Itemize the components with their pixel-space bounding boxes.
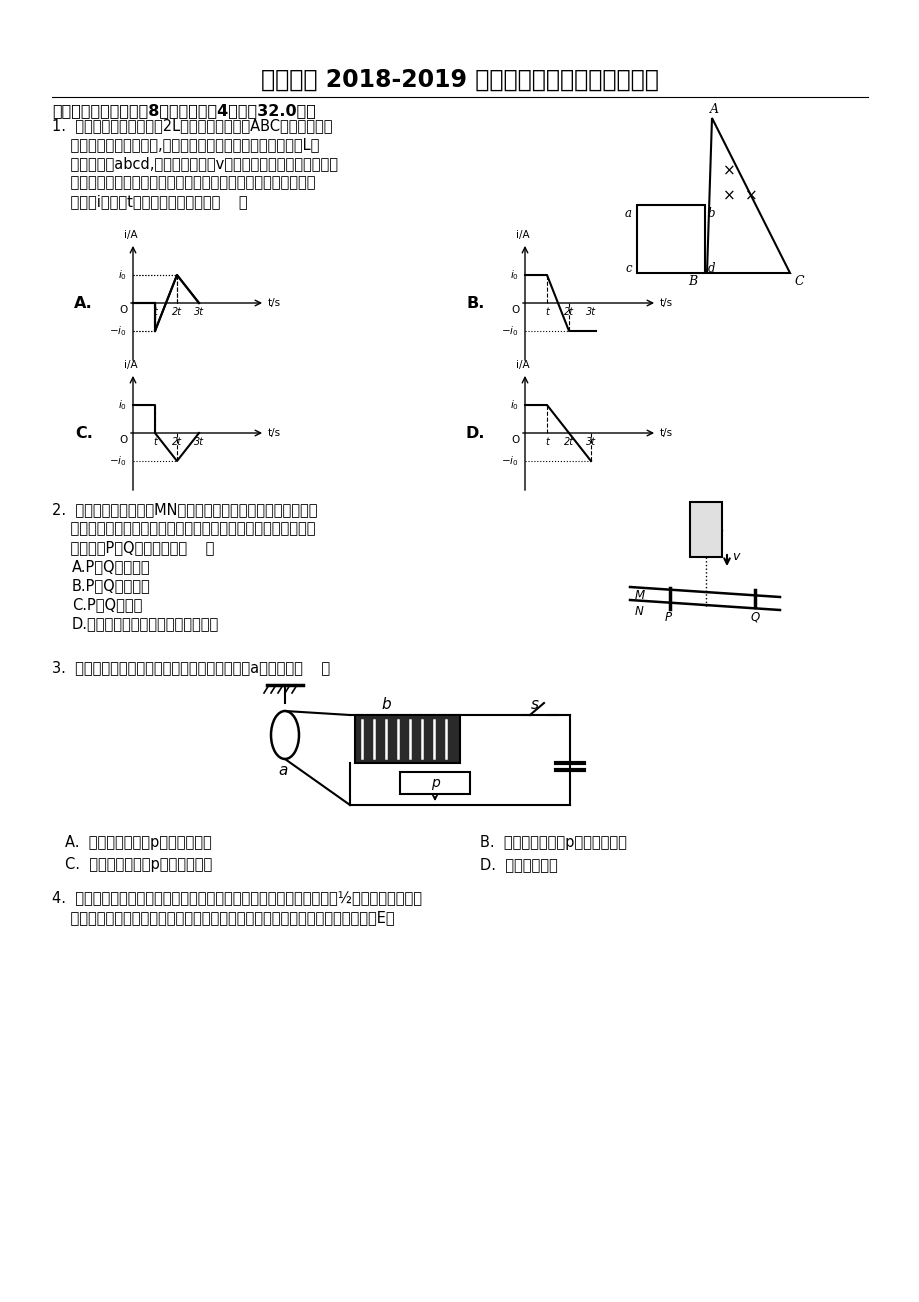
Text: d: d — [708, 262, 715, 275]
Text: t: t — [153, 307, 157, 316]
Text: 上，形成一个闭合回路，当一条形磁铁下落穿出导轨平面的过程: 上，形成一个闭合回路，当一条形磁铁下落穿出导轨平面的过程 — [52, 521, 315, 536]
Text: 3t: 3t — [585, 437, 596, 447]
Text: t/s: t/s — [659, 298, 673, 309]
Text: 3.  如图所示，当通过下列哪种情况改变时，线圈a向右摆动（    ）: 3. 如图所示，当通过下列哪种情况改变时，线圈a向右摆动（ ） — [52, 660, 330, 674]
Text: a: a — [278, 763, 288, 779]
Text: b: b — [381, 697, 391, 712]
Text: 程溪中学 2018-2019 高二年下学期物理期中考试卷: 程溪中学 2018-2019 高二年下学期物理期中考试卷 — [261, 68, 658, 92]
Text: $i_0$: $i_0$ — [509, 268, 518, 283]
Text: $-i_0$: $-i_0$ — [109, 454, 127, 467]
Text: t/s: t/s — [659, 428, 673, 437]
Bar — [689, 503, 721, 557]
Text: ×: × — [743, 189, 756, 203]
Text: ×: × — [721, 189, 734, 203]
Text: 应电流i随时间t变化的规律正确的是（    ）: 应电流i随时间t变化的规律正确的是（ ） — [52, 194, 247, 210]
Text: t/s: t/s — [267, 298, 281, 309]
Text: A.P、Q互相靠拢: A.P、Q互相靠拢 — [72, 559, 151, 574]
Text: 1.  如图所示，一个边长为2L的等腰直角三角形ABC区域内，有垂: 1. 如图所示，一个边长为2L的等腰直角三角形ABC区域内，有垂 — [52, 118, 332, 133]
Text: O: O — [511, 305, 519, 315]
Text: D.  开关闭合瞬间: D. 开关闭合瞬间 — [480, 857, 557, 872]
Text: Q: Q — [750, 611, 759, 624]
Text: 正方形线框abcd,线框以水平速度v匀速通过整个匀强磁场区域，: 正方形线框abcd,线框以水平速度v匀速通过整个匀强磁场区域， — [52, 156, 337, 171]
Text: $i_0$: $i_0$ — [118, 268, 127, 283]
Text: b: b — [708, 207, 715, 220]
Text: $i_0$: $i_0$ — [118, 398, 127, 411]
Text: B: B — [687, 275, 697, 288]
Text: 2t: 2t — [172, 307, 182, 316]
Text: 2t: 2t — [563, 307, 573, 316]
Text: B.  闭合开关，滑片p向左加速滑动: B. 闭合开关，滑片p向左加速滑动 — [480, 835, 626, 850]
Text: B.: B. — [466, 296, 484, 310]
Bar — [400, 772, 470, 794]
Text: $-i_0$: $-i_0$ — [109, 324, 127, 339]
Text: D.因磁铁下落的极性未知，无法判断: D.因磁铁下落的极性未知，无法判断 — [72, 616, 219, 631]
Text: $i_0$: $i_0$ — [509, 398, 518, 411]
Text: A: A — [709, 103, 718, 116]
Text: 金属环在区域。当磁感应强度随时间均匀变化时，在大环内产生的感应电动势为E，: 金属环在区域。当磁感应强度随时间均匀变化时，在大环内产生的感应电动势为E， — [52, 910, 394, 924]
Text: 一、单选题（本大题共8小题，每小题4分，共32.0分）: 一、单选题（本大题共8小题，每小题4分，共32.0分） — [52, 103, 315, 118]
Text: O: O — [119, 305, 128, 315]
Text: ×: × — [721, 164, 734, 178]
Text: t: t — [153, 437, 157, 447]
Text: O: O — [119, 435, 128, 445]
Text: i/A: i/A — [516, 359, 529, 370]
Text: 2.  如图所示，光滑导轨MN水平放置，两根导体棒平行放于导轨: 2. 如图所示，光滑导轨MN水平放置，两根导体棒平行放于导轨 — [52, 503, 317, 517]
Text: C.P、Q均静止: C.P、Q均静止 — [72, 598, 142, 612]
Text: O: O — [511, 435, 519, 445]
Text: i/A: i/A — [124, 359, 138, 370]
Text: A.  闭合开关，滑片p向右匀速滑动: A. 闭合开关，滑片p向右匀速滑动 — [65, 835, 211, 850]
Text: C.: C. — [75, 426, 93, 440]
Text: $-i_0$: $-i_0$ — [501, 454, 518, 467]
Text: p: p — [430, 776, 439, 790]
Text: B.P、Q互相远离: B.P、Q互相远离 — [72, 578, 151, 592]
Text: 直纸面向里的匀强磁场,其左侧有一个用金属丝制成的边长为L的: 直纸面向里的匀强磁场,其左侧有一个用金属丝制成的边长为L的 — [52, 137, 319, 152]
Text: t/s: t/s — [267, 428, 281, 437]
Text: 中，导体P、Q运动情况是（    ）: 中，导体P、Q运动情况是（ ） — [52, 540, 214, 555]
Text: 3t: 3t — [194, 437, 204, 447]
Text: D.: D. — [465, 426, 484, 440]
Text: c: c — [625, 262, 631, 275]
Text: M: M — [634, 589, 644, 602]
Text: t: t — [544, 307, 549, 316]
Text: $-i_0$: $-i_0$ — [501, 324, 518, 339]
Text: s: s — [530, 697, 539, 712]
Text: i/A: i/A — [516, 230, 529, 240]
Text: 2t: 2t — [172, 437, 182, 447]
Text: C: C — [794, 275, 804, 288]
Text: A.: A. — [74, 296, 93, 310]
Text: 2t: 2t — [563, 437, 573, 447]
Text: i/A: i/A — [124, 230, 138, 240]
Text: t: t — [544, 437, 549, 447]
Text: 设电流逆时针方向为正．则在线框通过磁场的过程中，线框中感: 设电流逆时针方向为正．则在线框通过磁场的过程中，线框中感 — [52, 174, 315, 190]
Text: 3t: 3t — [585, 307, 596, 316]
Text: 4.  如图所示是两个互连的金属圆环，小金属环的电阻是大金属环电阻的½，磁场垂直穿过大: 4. 如图所示是两个互连的金属圆环，小金属环的电阻是大金属环电阻的½，磁场垂直穿… — [52, 891, 422, 905]
Bar — [355, 715, 460, 763]
Text: 3t: 3t — [194, 307, 204, 316]
Text: v: v — [732, 551, 739, 564]
Text: N: N — [634, 605, 643, 618]
Text: a: a — [624, 207, 631, 220]
Text: P: P — [664, 611, 671, 624]
Text: C.  闭合开关，滑片p向左匀速滑动: C. 闭合开关，滑片p向左匀速滑动 — [65, 857, 212, 872]
